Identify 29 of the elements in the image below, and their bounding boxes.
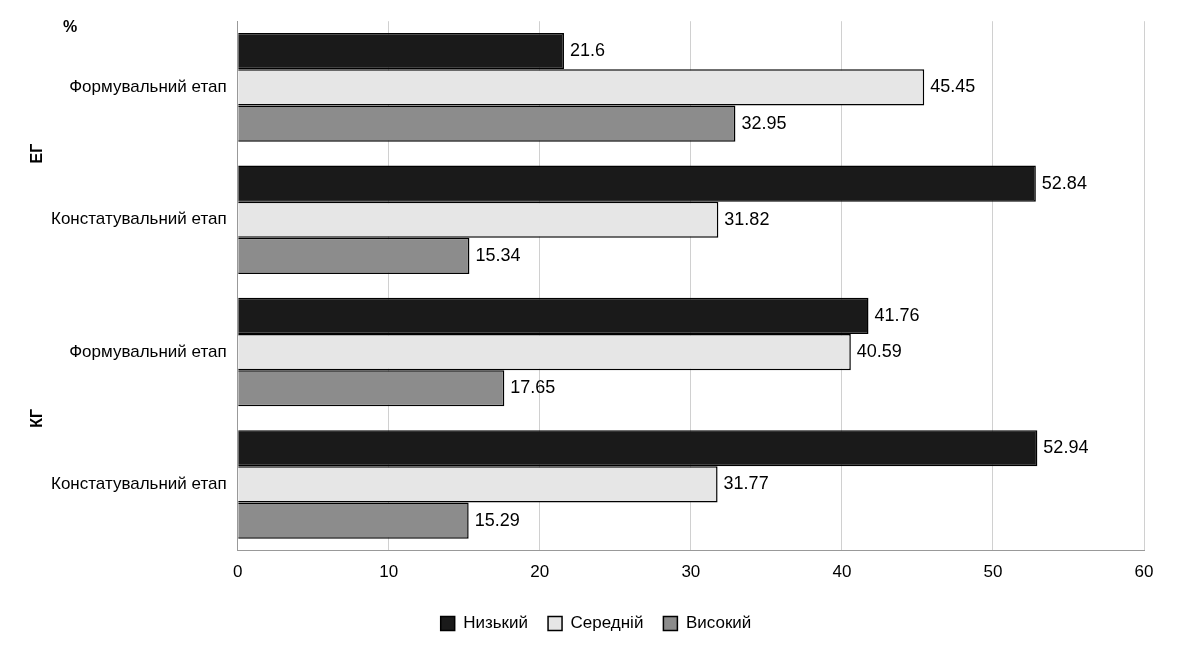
data-label: 40.59 — [856, 341, 902, 362]
legend-label: Низький — [463, 613, 529, 633]
data-label: 32.95 — [741, 112, 787, 133]
data-label: 15.34 — [475, 244, 521, 265]
data-label: 31.77 — [723, 473, 769, 494]
x-tick-label: 60 — [1134, 562, 1154, 582]
y-tick-label: Формувальний етап — [69, 341, 227, 361]
data-label: 45.45 — [930, 76, 976, 97]
data-label: 15.29 — [474, 509, 520, 530]
x-tick-label: 30 — [681, 562, 701, 582]
y-tick-label: Констатувальний етап — [50, 209, 227, 229]
x-tick-label: 10 — [379, 562, 399, 582]
data-label: 41.76 — [874, 304, 920, 325]
text: % — [63, 17, 78, 35]
x-tick-label: 20 — [530, 562, 550, 582]
y-tick-label: Констатувальний етап — [50, 474, 227, 494]
legend-label: Середній — [570, 613, 644, 633]
x-tick-label: 50 — [983, 562, 1003, 582]
data-label: 31.82 — [724, 208, 770, 229]
text: ЕГ — [28, 143, 46, 164]
data-label: 17.65 — [510, 377, 556, 398]
data-label: 52.94 — [1043, 437, 1089, 458]
data-label: 21.6 — [569, 40, 606, 61]
text: КГ — [28, 408, 46, 428]
y-tick-label: Формувальний етап — [69, 77, 227, 97]
legend-label: Високий — [685, 613, 752, 633]
x-tick-label: 40 — [832, 562, 852, 582]
x-tick-label: 0 — [232, 562, 243, 582]
data-label: 52.84 — [1041, 172, 1087, 193]
